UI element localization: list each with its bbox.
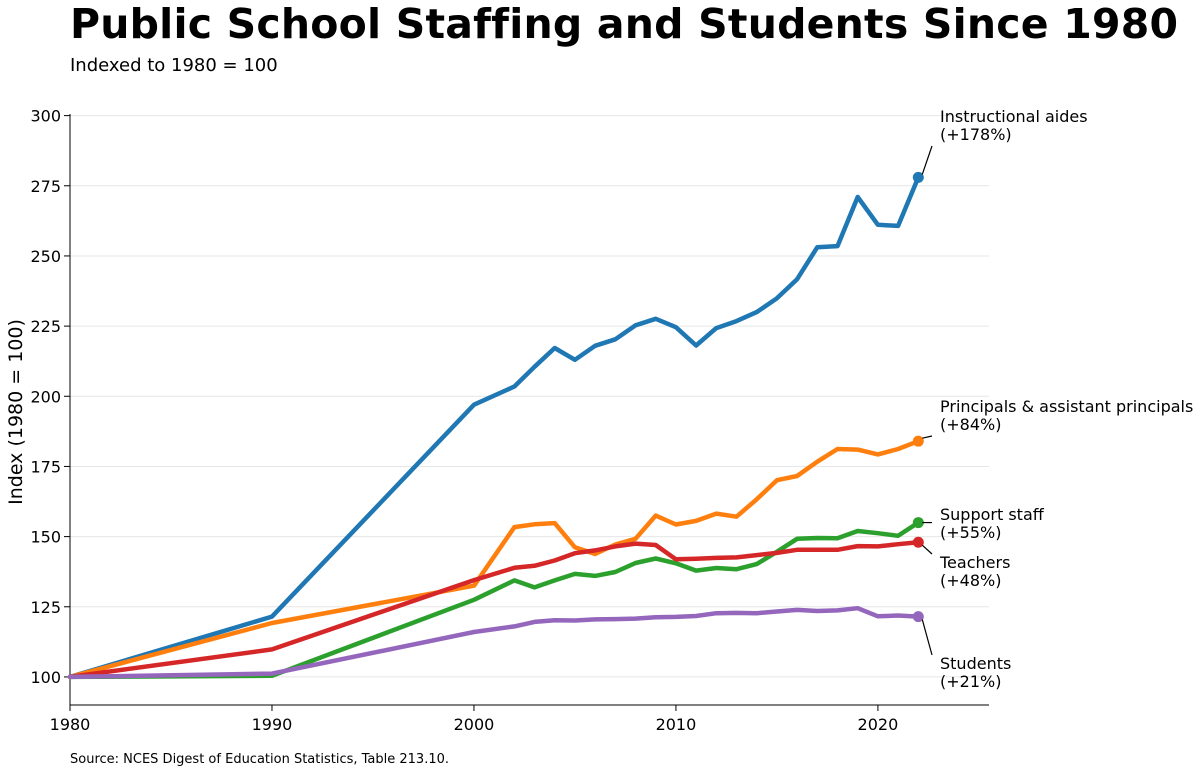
end-point-principals-assistant-principals bbox=[912, 435, 924, 447]
y-tick-label: 125 bbox=[30, 598, 61, 617]
leader-line-teachers bbox=[921, 544, 933, 555]
x-tick-label: 2010 bbox=[656, 715, 697, 734]
x-tick-label: 2020 bbox=[858, 715, 899, 734]
series-line-principals-assistant-principals bbox=[67, 438, 921, 680]
leader-line-students bbox=[921, 619, 933, 656]
y-tick-label: 100 bbox=[30, 668, 61, 687]
x-tick-label: 1990 bbox=[252, 715, 293, 734]
chart-title: Public School Staffing and Students Sinc… bbox=[70, 0, 1179, 48]
source-note: Source: NCES Digest of Education Statist… bbox=[70, 752, 450, 767]
series-label-instructional-aides: Instructional aides bbox=[940, 107, 1088, 126]
y-tick-label: 150 bbox=[30, 528, 61, 547]
change-label-instructional-aides: (+178%) bbox=[940, 125, 1012, 144]
change-label-principals-assistant-principals: (+84%) bbox=[940, 415, 1001, 434]
y-tick-label: 200 bbox=[30, 387, 61, 406]
change-label-support-staff: (+55%) bbox=[940, 523, 1001, 542]
series-label-support-staff: Support staff bbox=[940, 505, 1045, 524]
y-tick-label: 225 bbox=[30, 317, 61, 336]
series-label-teachers: Teachers bbox=[939, 553, 1010, 572]
series-line-instructional-aides bbox=[67, 175, 921, 680]
end-point-teachers bbox=[912, 536, 924, 548]
end-point-support-staff bbox=[912, 517, 924, 529]
series-line-teachers bbox=[67, 539, 921, 680]
series-lines bbox=[67, 171, 924, 680]
end-annotations: Instructional aides(+178%) Principals & a… bbox=[921, 107, 1193, 691]
y-tick-label: 250 bbox=[30, 247, 61, 266]
y-axis-title: Index (1980 = 100) bbox=[5, 319, 27, 505]
gridlines bbox=[70, 115, 989, 678]
y-tick-label: 275 bbox=[30, 177, 61, 196]
x-tick-label: 1980 bbox=[50, 715, 91, 734]
axes: 100 125 150 175 200 225 250 275 300 1980 1990 2000 2… bbox=[30, 107, 989, 734]
chart-subtitle: Indexed to 1980 = 100 bbox=[70, 55, 278, 76]
change-label-teachers: (+48%) bbox=[940, 571, 1001, 590]
leader-line-instructional-aides bbox=[921, 145, 933, 175]
series-line-support-staff bbox=[67, 520, 921, 680]
change-label-students: (+21%) bbox=[940, 672, 1001, 691]
end-point-students bbox=[912, 611, 924, 623]
leader-line-principals-assistant-principals bbox=[922, 435, 933, 439]
series-label-students: Students bbox=[940, 654, 1011, 673]
series-label-principals-assistant-principals: Principals & assistant principals bbox=[940, 397, 1193, 416]
series-line-students bbox=[67, 605, 921, 680]
y-tick-label: 300 bbox=[30, 107, 61, 126]
end-point-instructional-aides bbox=[912, 171, 924, 183]
y-tick-label: 175 bbox=[30, 457, 61, 476]
x-tick-label: 2000 bbox=[454, 715, 495, 734]
